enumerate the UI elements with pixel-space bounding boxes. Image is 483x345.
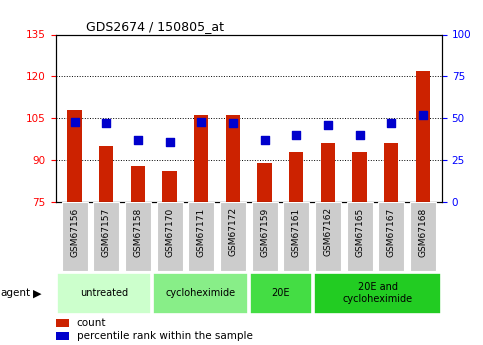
Bar xyxy=(56,319,69,327)
Bar xyxy=(416,71,430,202)
Text: count: count xyxy=(77,318,106,328)
Bar xyxy=(283,202,309,271)
Point xyxy=(102,120,110,126)
Bar xyxy=(125,202,151,271)
Text: GSM67159: GSM67159 xyxy=(260,207,269,257)
Point xyxy=(71,119,78,124)
Point xyxy=(229,120,237,126)
Bar xyxy=(194,115,208,202)
Point xyxy=(166,139,173,144)
Bar xyxy=(353,152,367,202)
Text: 20E and
cycloheximide: 20E and cycloheximide xyxy=(342,283,412,304)
Bar xyxy=(188,202,214,271)
FancyBboxPatch shape xyxy=(153,273,248,314)
Bar xyxy=(321,143,335,202)
FancyBboxPatch shape xyxy=(57,273,151,314)
Bar xyxy=(378,202,404,271)
FancyBboxPatch shape xyxy=(250,273,312,314)
Point xyxy=(324,122,332,128)
Text: GSM67172: GSM67172 xyxy=(228,207,238,256)
Text: GDS2674 / 150805_at: GDS2674 / 150805_at xyxy=(86,20,225,33)
Bar xyxy=(68,110,82,202)
Text: GSM67162: GSM67162 xyxy=(324,207,332,256)
Text: agent: agent xyxy=(0,288,30,298)
Bar xyxy=(384,143,398,202)
Bar xyxy=(99,146,114,202)
Bar xyxy=(93,202,119,271)
Point xyxy=(419,112,427,118)
Text: 20E: 20E xyxy=(272,288,290,298)
Bar xyxy=(162,171,177,202)
Text: GSM67158: GSM67158 xyxy=(133,207,142,257)
Bar xyxy=(156,202,183,271)
Point xyxy=(356,132,364,138)
Bar xyxy=(289,152,303,202)
Bar xyxy=(56,332,69,340)
Text: GSM67161: GSM67161 xyxy=(292,207,301,257)
Point xyxy=(198,119,205,124)
Bar xyxy=(315,202,341,271)
Text: GSM67167: GSM67167 xyxy=(387,207,396,257)
Text: cycloheximide: cycloheximide xyxy=(165,288,236,298)
Text: ▶: ▶ xyxy=(33,288,42,298)
Point xyxy=(134,137,142,143)
Point xyxy=(292,132,300,138)
Bar xyxy=(347,202,372,271)
Text: GSM67170: GSM67170 xyxy=(165,207,174,257)
Text: percentile rank within the sample: percentile rank within the sample xyxy=(77,331,253,341)
Bar xyxy=(61,202,87,271)
Text: GSM67165: GSM67165 xyxy=(355,207,364,257)
Text: GSM67171: GSM67171 xyxy=(197,207,206,257)
Bar xyxy=(410,202,436,271)
Bar xyxy=(226,115,240,202)
Bar xyxy=(257,163,272,202)
Point xyxy=(387,120,395,126)
Text: GSM67156: GSM67156 xyxy=(70,207,79,257)
Bar xyxy=(131,166,145,202)
Point xyxy=(261,137,269,143)
Text: GSM67168: GSM67168 xyxy=(418,207,427,257)
Bar xyxy=(252,202,278,271)
Bar xyxy=(220,202,246,271)
FancyBboxPatch shape xyxy=(314,273,441,314)
Text: GSM67157: GSM67157 xyxy=(102,207,111,257)
Text: untreated: untreated xyxy=(80,288,128,298)
